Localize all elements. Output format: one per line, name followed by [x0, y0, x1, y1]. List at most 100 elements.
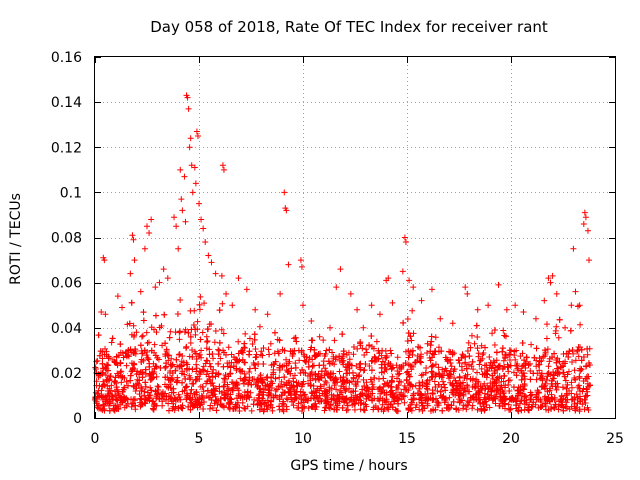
data-point — [416, 382, 423, 389]
data-point — [305, 380, 312, 387]
data-point — [244, 388, 251, 395]
data-point — [502, 352, 509, 359]
data-point — [323, 388, 330, 395]
data-point — [142, 383, 149, 390]
data-point — [257, 400, 264, 407]
data-point — [224, 381, 231, 388]
data-point-peak — [532, 315, 539, 322]
data-point — [428, 333, 435, 340]
data-point — [268, 397, 275, 404]
data-point — [428, 363, 435, 370]
data-point — [365, 394, 372, 401]
data-point — [546, 358, 553, 365]
data-point — [338, 383, 345, 390]
data-point — [436, 371, 443, 378]
data-point — [132, 402, 139, 409]
data-point — [337, 374, 344, 381]
data-point — [173, 356, 180, 363]
data-point — [434, 388, 441, 395]
data-point — [150, 405, 157, 412]
data-point — [489, 375, 496, 382]
data-point — [486, 404, 493, 411]
data-point — [215, 360, 222, 367]
data-point-peak — [182, 218, 189, 225]
data-point-peak — [354, 306, 361, 313]
data-point — [448, 363, 455, 370]
data-point — [108, 382, 115, 389]
data-point — [418, 391, 425, 398]
data-point — [139, 374, 146, 381]
data-point — [371, 353, 378, 360]
data-point — [451, 366, 458, 373]
data-point — [416, 358, 423, 365]
data-point — [393, 384, 400, 391]
data-point — [167, 328, 174, 335]
data-point — [577, 367, 584, 374]
data-point — [197, 336, 204, 343]
data-point-peak — [98, 308, 105, 315]
data-point — [207, 363, 214, 370]
data-point — [551, 372, 558, 379]
data-point — [431, 351, 438, 358]
data-point — [212, 397, 219, 404]
data-point — [505, 401, 512, 408]
data-point — [345, 360, 352, 367]
data-point — [198, 347, 205, 354]
data-point — [267, 340, 274, 347]
data-point-peak — [283, 207, 290, 214]
data-point — [512, 356, 519, 363]
data-point — [152, 312, 159, 319]
data-point — [464, 371, 471, 378]
data-point — [105, 355, 112, 362]
data-point — [218, 389, 225, 396]
data-point — [323, 347, 330, 354]
data-point-peak — [418, 297, 425, 304]
data-point — [500, 327, 507, 334]
data-point — [543, 321, 550, 328]
data-point — [380, 408, 387, 415]
data-point-peak — [220, 166, 227, 173]
data-point — [115, 372, 122, 379]
data-point — [112, 374, 119, 381]
data-point — [441, 368, 448, 375]
data-point — [167, 384, 174, 391]
data-point — [130, 322, 137, 329]
data-point — [172, 403, 179, 410]
data-point-peak — [164, 275, 171, 282]
data-point-peak — [428, 286, 435, 293]
data-point — [101, 405, 108, 412]
data-point — [269, 404, 276, 411]
data-point — [204, 387, 211, 394]
data-point — [424, 400, 431, 407]
data-point — [104, 376, 111, 383]
data-point-peak — [327, 324, 334, 331]
data-point — [474, 369, 481, 376]
data-point-peak — [202, 239, 209, 246]
data-point — [305, 405, 312, 412]
data-point — [455, 356, 462, 363]
data-point — [192, 326, 199, 333]
x-tick-label: 5 — [195, 431, 204, 447]
data-point — [380, 383, 387, 390]
data-point — [156, 396, 163, 403]
data-point — [106, 398, 113, 405]
data-point — [285, 388, 292, 395]
data-point — [170, 389, 177, 396]
data-point — [189, 353, 196, 360]
data-point — [464, 402, 471, 409]
data-point — [179, 388, 186, 395]
data-point — [388, 366, 395, 373]
data-point-peak — [474, 306, 481, 313]
data-point — [159, 402, 166, 409]
data-point — [381, 361, 388, 368]
data-point — [469, 402, 476, 409]
data-point — [145, 395, 152, 402]
data-point — [276, 367, 283, 374]
data-point — [136, 371, 143, 378]
data-point — [452, 377, 459, 384]
data-point — [395, 400, 402, 407]
data-point — [158, 395, 165, 402]
data-point — [543, 335, 550, 342]
data-point — [429, 396, 436, 403]
data-point-peak — [173, 223, 180, 230]
